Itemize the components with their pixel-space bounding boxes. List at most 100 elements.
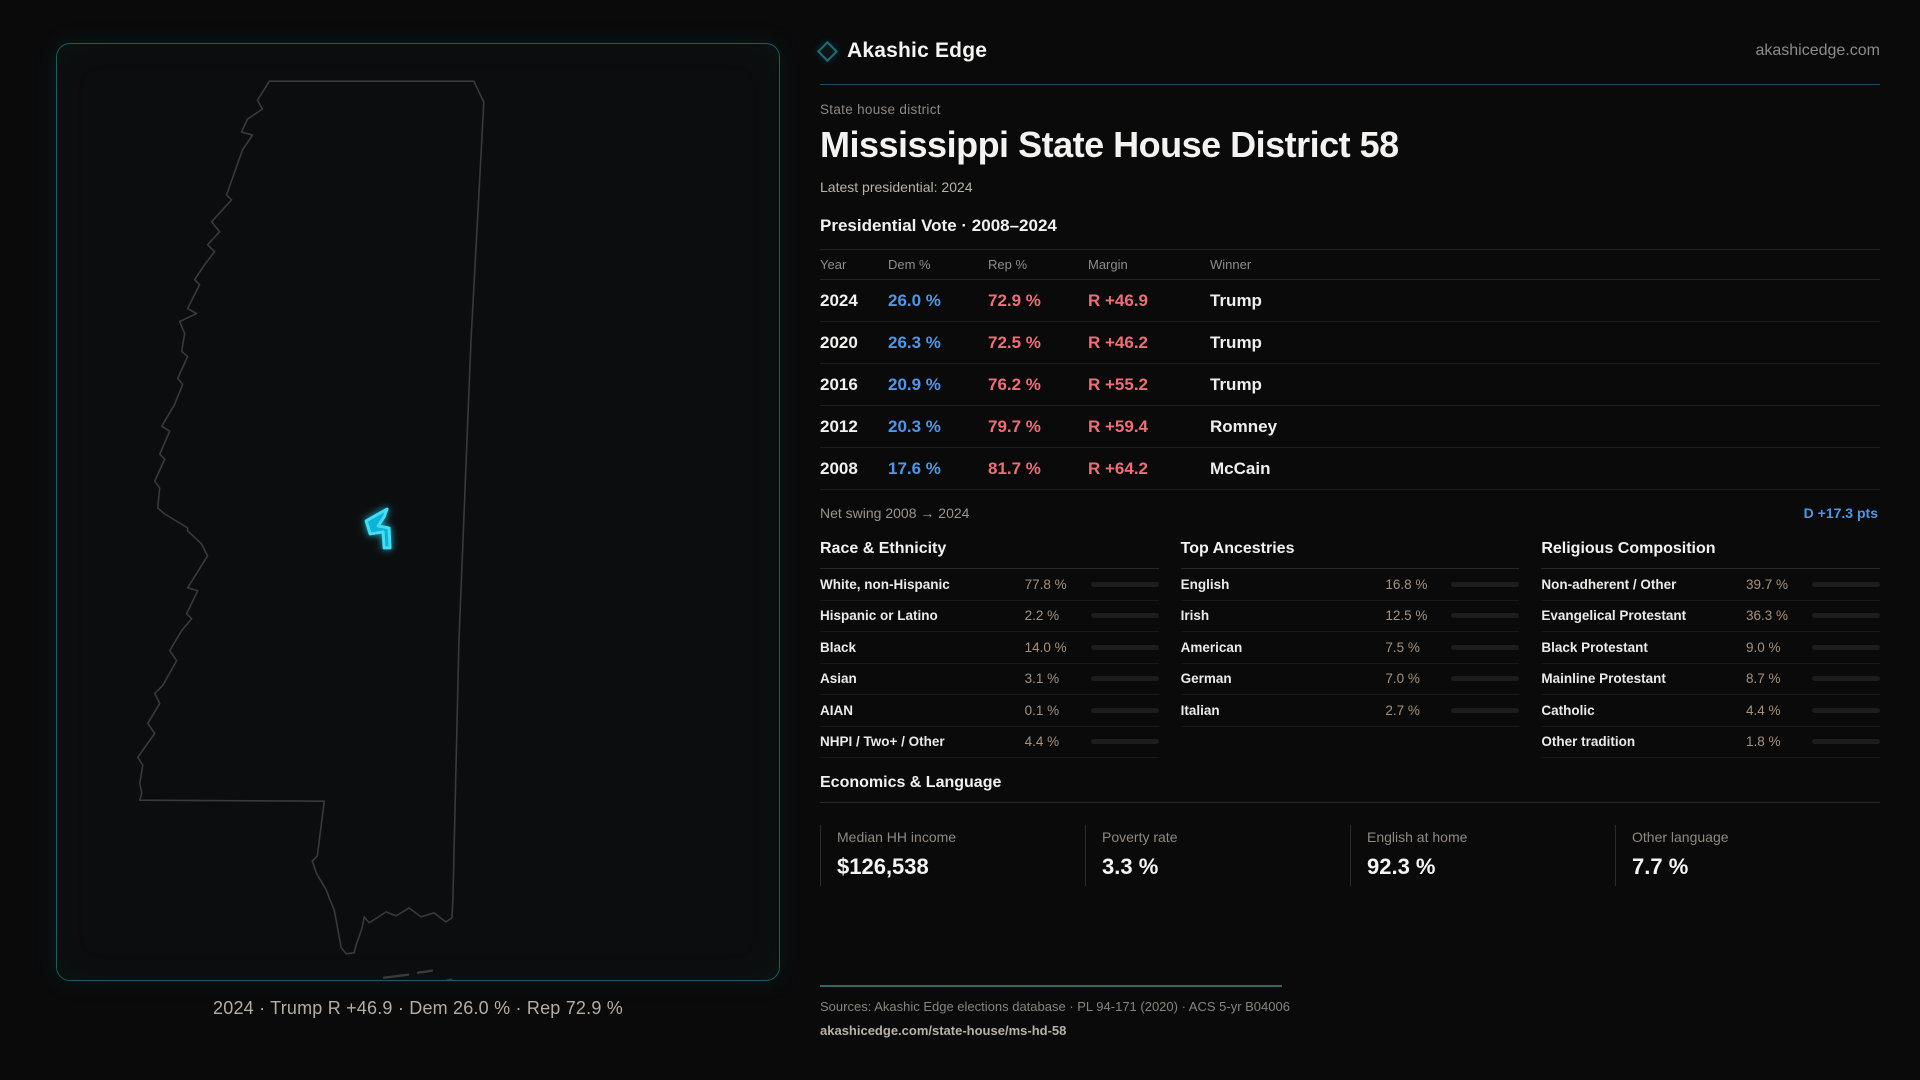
stat-row: American 7.5 %: [1180, 632, 1520, 664]
econ-stat-label: Median HH income: [837, 829, 957, 845]
panel-title: Race & Ethnicity: [820, 540, 1159, 569]
presidential-vote-table: Year Dem % Rep % Margin Winner 2024 26.0 % 7…: [820, 249, 1880, 490]
demographic-panels: Race & Ethnicity White, non-Hispanic 77.…: [820, 540, 1880, 758]
stat-row: Asian 3.1 %: [820, 664, 1159, 695]
econ-stat-label: English at home: [1367, 829, 1468, 845]
econ-stat-label: Poverty rate: [1102, 829, 1178, 845]
stat-row: Mainline Protestant 8.7 %: [1541, 664, 1880, 695]
margin-cell: R +59.4: [1088, 416, 1149, 436]
stat-bar: [1090, 644, 1159, 650]
margin-cell: R +55.2: [1088, 374, 1149, 394]
stat-row: Black Protestant 9.0 %: [1541, 632, 1880, 664]
district-shape: [364, 507, 392, 550]
vote-table-title: Presidential Vote · 2008–2024: [820, 216, 1057, 235]
dem-pct-cell: 20.9 %: [888, 374, 941, 394]
stat-value: 4.4 %: [1745, 702, 1781, 718]
stat-value: 39.7 %: [1745, 576, 1789, 592]
stat-row: AIAN 0.1 %: [820, 695, 1159, 727]
map-caption: 2024 · Trump R +46.9 · Dem 26.0 % · Rep …: [213, 998, 623, 1018]
stat-value: 36.3 %: [1745, 608, 1789, 624]
margin-cell: R +46.2: [1088, 332, 1149, 352]
stat-bar: [1811, 644, 1880, 650]
stat-value: 7.5 %: [1385, 639, 1420, 655]
footer-divider: [820, 985, 1282, 987]
stat-label: Evangelical Protestant: [1541, 608, 1687, 624]
rep-pct-cell: 72.9 %: [988, 290, 1041, 310]
econ-stat: Other language 7.7 %: [1615, 825, 1880, 886]
stat-panel: Religious Composition Non-adherent / Oth…: [1541, 540, 1880, 758]
stat-bar: [1451, 676, 1520, 682]
eyebrow-label: State house district: [820, 102, 941, 117]
econ-stat-value: $126,538: [837, 854, 929, 879]
rep-pct-cell: 81.7 %: [988, 458, 1041, 478]
mississippi-outline: [136, 80, 485, 955]
barrier-islands: [382, 969, 453, 980]
vote-row: 2008 17.6 % 81.7 % R +64.2 McCain: [820, 448, 1880, 490]
stat-row: Italian 2.7 %: [1180, 695, 1520, 727]
stat-bar: [1090, 707, 1159, 713]
stat-bar: [1090, 676, 1159, 682]
dem-pct-cell: 26.0 %: [888, 290, 941, 310]
stat-bar: [1451, 581, 1520, 587]
vote-row: 2024 26.0 % 72.9 % R +46.9 Trump: [820, 280, 1880, 322]
stat-bar: [1451, 644, 1520, 650]
stat-label: Other tradition: [1541, 734, 1636, 750]
column-header-rep: Rep %: [988, 257, 1028, 272]
winner-cell: Trump: [1210, 290, 1262, 310]
vote-row: 2020 26.3 % 72.5 % R +46.2 Trump: [820, 322, 1880, 364]
net-swing-row: Net swing 2008 → 2024 D +17.3 pts: [820, 490, 1880, 534]
stat-value: 4.4 %: [1024, 734, 1060, 750]
dem-pct-cell: 26.3 %: [888, 332, 941, 352]
economics-title: Economics & Language: [820, 774, 1880, 803]
stat-value: 2.7 %: [1385, 702, 1420, 718]
winner-cell: Trump: [1210, 374, 1262, 394]
year-cell: 2024: [820, 290, 858, 310]
year-cell: 2012: [820, 416, 858, 436]
stat-bar: [1811, 676, 1880, 682]
stat-value: 2.2 %: [1024, 608, 1060, 624]
stat-bar: [1811, 707, 1880, 713]
stat-label: Asian: [820, 671, 857, 687]
winner-cell: Romney: [1210, 416, 1278, 436]
panel-title: Religious Composition: [1541, 540, 1880, 569]
year-cell: 2016: [820, 374, 858, 394]
winner-cell: Trump: [1210, 332, 1262, 352]
stat-value: 77.8 %: [1024, 576, 1067, 592]
econ-stat-value: 3.3 %: [1102, 854, 1159, 879]
stat-bar: [1811, 739, 1880, 745]
winner-cell: McCain: [1210, 458, 1271, 478]
stat-row: Black 14.0 %: [820, 632, 1159, 664]
stat-row: Evangelical Protestant 36.3 %: [1541, 601, 1880, 632]
district-map-panel: [56, 43, 780, 981]
stat-row: English 16.8 %: [1180, 569, 1520, 601]
mississippi-map: [136, 80, 485, 980]
brand-name: Akashic Edge: [847, 39, 988, 62]
sources-line: Sources: Akashic Edge elections database…: [820, 999, 1290, 1014]
column-header-winner: Winner: [1210, 257, 1252, 272]
stat-bar: [1090, 613, 1159, 619]
stat-bar: [1811, 613, 1880, 619]
rep-pct-cell: 79.7 %: [988, 416, 1041, 436]
stat-row: Irish 12.5 %: [1180, 601, 1520, 632]
econ-stat-value: 7.7 %: [1632, 854, 1689, 879]
rep-pct-cell: 76.2 %: [988, 374, 1041, 394]
stat-value: 14.0 %: [1024, 639, 1067, 655]
vote-table-body: 2024 26.0 % 72.9 % R +46.9 Trump 2020 26…: [820, 280, 1880, 490]
econ-stat: English at home 92.3 %: [1350, 825, 1615, 886]
vote-row: 2012 20.3 % 79.7 % R +59.4 Romney: [820, 406, 1880, 448]
stat-row: Hispanic or Latino 2.2 %: [820, 601, 1159, 632]
econ-stat: Poverty rate 3.3 %: [1085, 825, 1350, 886]
stat-label: Black Protestant: [1541, 639, 1648, 655]
stat-value: 3.1 %: [1024, 671, 1060, 687]
stat-label: Hispanic or Latino: [820, 608, 938, 624]
stat-bar: [1090, 739, 1159, 745]
stat-row: Non-adherent / Other 39.7 %: [1541, 569, 1880, 601]
stat-label: Mainline Protestant: [1541, 671, 1666, 687]
stat-label: Catholic: [1541, 702, 1595, 718]
stat-label: Black: [820, 639, 857, 655]
stat-bar: [1811, 581, 1880, 587]
vote-table-header: Year Dem % Rep % Margin Winner: [820, 249, 1880, 280]
column-header-dem: Dem %: [888, 257, 931, 272]
stat-value: 16.8 %: [1385, 576, 1428, 592]
stat-row: White, non-Hispanic 77.8 %: [820, 569, 1159, 601]
